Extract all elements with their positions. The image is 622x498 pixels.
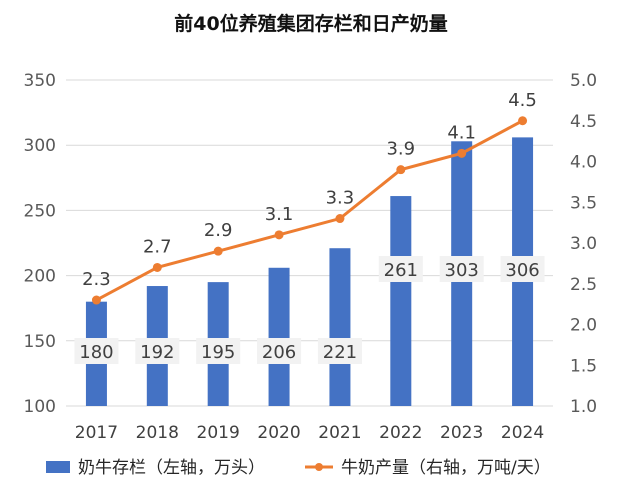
y-right-tick-label: 1.5: [570, 356, 597, 376]
y-right-tick-label: 2.5: [570, 275, 597, 295]
bar-label-background: [196, 338, 241, 364]
y-right-tick-label: 1.0: [570, 397, 597, 417]
bar: [390, 196, 412, 406]
line-point: [274, 230, 284, 240]
bar: [268, 267, 290, 406]
y-right-tick-label: 4.0: [570, 153, 597, 173]
bar-value-label: 221: [323, 342, 357, 363]
y-right-tick-label: 3.0: [570, 234, 597, 254]
line-value-label: 4.1: [447, 122, 476, 143]
x-tick-label: 2022: [379, 423, 422, 443]
x-tick-label: 2019: [197, 423, 240, 443]
y-right-tick-label: 5.0: [570, 71, 597, 91]
bar-value-label: 192: [140, 342, 174, 363]
y-axis-left: 100 150 200 250 300 350: [24, 71, 56, 417]
legend-label-bar: 奶牛存栏（左轴，万头）: [78, 458, 265, 478]
bar-value-label: 303: [445, 260, 479, 281]
line-series: 2.3 2.7 2.9 3.1 3.3 3.9 4.1 4.5: [82, 90, 537, 305]
y-left-tick-label: 200: [24, 267, 56, 287]
bar-value-label: 261: [384, 260, 418, 281]
y-left-tick-label: 250: [24, 201, 56, 221]
bar-value-label: 180: [79, 342, 113, 363]
line-point: [91, 295, 101, 305]
chart-title: 前40位养殖集团存栏和日产奶量: [174, 12, 447, 35]
line-point: [396, 165, 406, 175]
x-tick-label: 2023: [440, 423, 483, 443]
bar-label-background: [257, 338, 302, 364]
y-left-tick-label: 350: [24, 71, 56, 91]
line-value-label: 2.9: [204, 220, 233, 241]
line-value-label: 2.7: [143, 236, 172, 257]
y-left-tick-label: 300: [24, 136, 56, 156]
line-point: [518, 116, 528, 126]
line-point: [457, 148, 467, 158]
bar-label-background: [500, 256, 545, 282]
x-tick-label: 2024: [501, 423, 544, 443]
x-tick-label: 2021: [318, 423, 361, 443]
bar-label-background: [74, 338, 119, 364]
line-point: [335, 214, 345, 224]
bar-value-label: 206: [262, 342, 296, 363]
bar-label-background: [135, 338, 180, 364]
legend: 奶牛存栏（左轴，万头） 牛奶产量（右轴，万吨/天）: [46, 458, 551, 478]
bar: [329, 248, 351, 406]
line-value-label: 3.1: [265, 204, 294, 225]
line-point: [152, 262, 162, 272]
bar-value-label: 195: [201, 342, 235, 363]
x-tick-label: 2020: [257, 423, 300, 443]
legend-swatch-bar: [46, 461, 70, 473]
legend-swatch-line-marker: [315, 463, 323, 471]
y-left-tick-label: 150: [24, 332, 56, 352]
y-axis-right: 1.0 1.5 2.0 2.5 3.0 3.5 4.0 4.5 5.0: [570, 71, 597, 417]
line-value-label: 2.3: [82, 269, 111, 290]
y-left-tick-label: 100: [24, 397, 56, 417]
line-value-label: 4.5: [508, 90, 537, 111]
x-tick-label: 2018: [136, 423, 179, 443]
bar-series: 180 192 195 206 221 261 303 306: [74, 137, 545, 406]
bar-label-background: [317, 338, 362, 364]
y-right-tick-label: 3.5: [570, 193, 597, 213]
bar-label-background: [378, 256, 423, 282]
legend-label-line: 牛奶产量（右轴，万吨/天）: [341, 458, 551, 478]
y-right-tick-label: 4.5: [570, 112, 597, 132]
bar-label-background: [439, 256, 484, 282]
y-right-tick-label: 2.0: [570, 316, 597, 336]
line-value-label: 3.3: [326, 188, 355, 209]
line-point: [213, 246, 223, 256]
bar-value-label: 306: [505, 260, 539, 281]
x-axis: 2017 2018 2019 2020 2021 2022 2023 2024: [75, 423, 544, 443]
x-tick-label: 2017: [75, 423, 118, 443]
line-value-label: 3.9: [386, 139, 415, 160]
line-path: [95, 119, 524, 302]
